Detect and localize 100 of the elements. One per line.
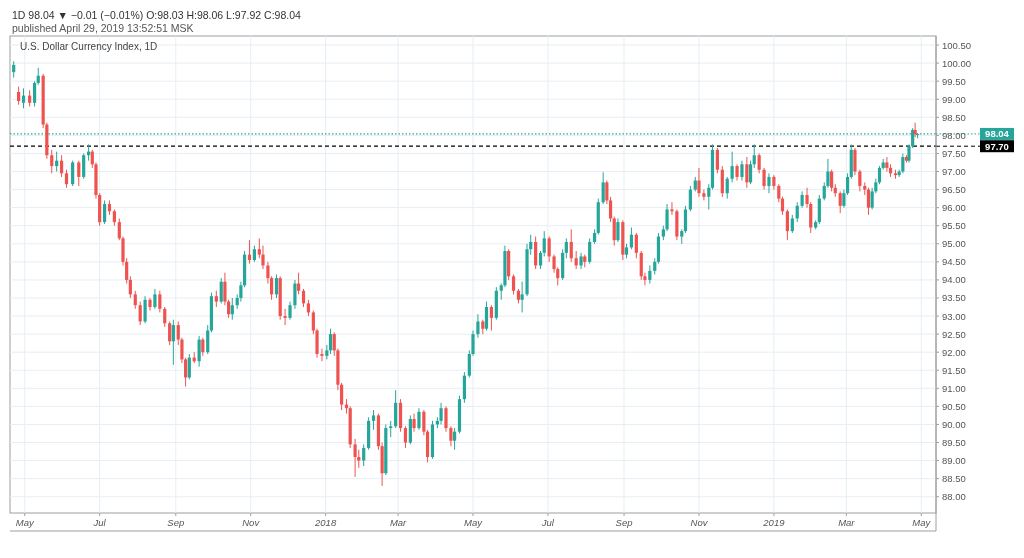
y-tick-label: 88.50	[942, 473, 966, 485]
y-tick-label: 92.00	[942, 346, 966, 358]
y-tick-label: 100.00	[942, 57, 972, 69]
candlestick	[780, 196, 785, 216]
y-tick-label: 94.50	[942, 256, 966, 268]
candlestick	[616, 217, 620, 243]
candlestick	[206, 324, 210, 355]
y-tick-label: 92.50	[942, 328, 966, 340]
candlestick	[171, 319, 175, 366]
candlestick	[297, 272, 301, 295]
ref-line-label: 97.70	[985, 140, 1009, 152]
candlestick	[462, 371, 466, 404]
candlestick	[484, 301, 489, 332]
candlestick	[740, 160, 744, 182]
candlestick	[64, 169, 69, 189]
candlestick	[720, 165, 724, 198]
candlestick	[77, 160, 81, 187]
candlestick	[877, 165, 882, 185]
y-tick-label: 95.00	[942, 238, 966, 250]
y-tick-label: 96.00	[942, 202, 966, 214]
y-tick-label: 91.00	[942, 382, 966, 394]
y-tick-label: 99.00	[942, 93, 966, 105]
y-tick-label: 98.00	[942, 129, 966, 141]
candlestick	[201, 337, 205, 357]
candlestick	[219, 277, 223, 304]
candlestick	[542, 230, 546, 257]
candlestick	[702, 189, 706, 201]
x-tick-label: Sep	[615, 517, 633, 528]
y-tick-label: 93.00	[942, 310, 966, 322]
candlestick	[629, 227, 634, 250]
candlestick	[885, 156, 889, 173]
y-tick-label: 97.00	[942, 166, 966, 178]
y-tick-label: 100.50	[942, 39, 972, 51]
candlestick	[412, 413, 416, 433]
candlestick	[17, 86, 21, 106]
candlestick	[767, 172, 771, 194]
candlestick	[715, 147, 719, 174]
candlestick	[288, 301, 292, 321]
candlestick	[50, 149, 54, 174]
candlestick	[143, 295, 147, 324]
candlestick	[153, 288, 157, 310]
y-tick-label: 96.50	[942, 184, 966, 196]
candlestick	[795, 201, 799, 223]
candlestick	[547, 236, 551, 263]
x-tick-label: Nov	[690, 517, 709, 528]
candlestick	[639, 250, 643, 281]
candlestick	[168, 320, 172, 346]
candlestick	[707, 183, 711, 210]
candlestick	[588, 237, 592, 265]
candlestick	[71, 160, 75, 187]
y-tick-label: 91.50	[942, 364, 966, 376]
x-tick-label: Sep	[167, 517, 185, 528]
candlestick	[21, 87, 26, 109]
candlestick	[59, 154, 64, 178]
y-tick-label: 90.50	[942, 400, 966, 412]
candlestick	[158, 290, 162, 313]
x-tick-label: Jul	[540, 517, 555, 528]
candlestick	[752, 143, 756, 169]
x-tick-label: 2018	[314, 517, 337, 528]
candlestick	[417, 407, 421, 431]
candlestick	[730, 151, 734, 183]
candlestick	[574, 250, 578, 270]
y-tick-label: 97.50	[942, 147, 966, 159]
candlestick	[230, 297, 234, 321]
candlestick	[133, 290, 137, 310]
x-tick-label: May	[15, 517, 35, 528]
candlestick	[866, 187, 871, 216]
y-tick-label: 95.50	[942, 220, 966, 232]
y-tick-label: 94.00	[942, 274, 966, 286]
x-tick-label: Mar	[389, 517, 408, 528]
candlestick	[449, 425, 453, 447]
candlestick	[757, 152, 761, 174]
candlestick	[601, 171, 605, 205]
candlestick	[790, 214, 794, 234]
y-tick-label: 90.00	[942, 418, 966, 430]
candlestick	[697, 167, 701, 198]
candlestick	[817, 194, 821, 225]
candlestick	[683, 205, 688, 234]
candlestick	[534, 236, 538, 270]
candlestick	[670, 201, 674, 216]
candlestick	[353, 438, 357, 478]
ref-line-label: 98.04	[985, 128, 1010, 140]
candlestick	[439, 402, 443, 425]
candlestick	[283, 308, 287, 326]
x-tick-label: May	[464, 517, 484, 528]
text: U.S. Dollar Currency Index, 1D	[20, 41, 158, 52]
y-tick-label: 98.50	[942, 111, 966, 123]
y-tick-label: 89.00	[942, 455, 966, 467]
candlestick	[293, 279, 297, 310]
candlestick	[725, 176, 729, 200]
candlestick	[838, 190, 842, 214]
x-tick-label: Nov	[242, 517, 261, 528]
candlestick	[762, 167, 766, 191]
candlestick	[452, 427, 457, 451]
candlestick	[274, 274, 279, 299]
candlestick	[362, 443, 366, 467]
candlestick	[408, 414, 412, 445]
candlestick	[138, 301, 142, 326]
candlestick	[511, 274, 516, 295]
candlestick	[564, 237, 568, 259]
